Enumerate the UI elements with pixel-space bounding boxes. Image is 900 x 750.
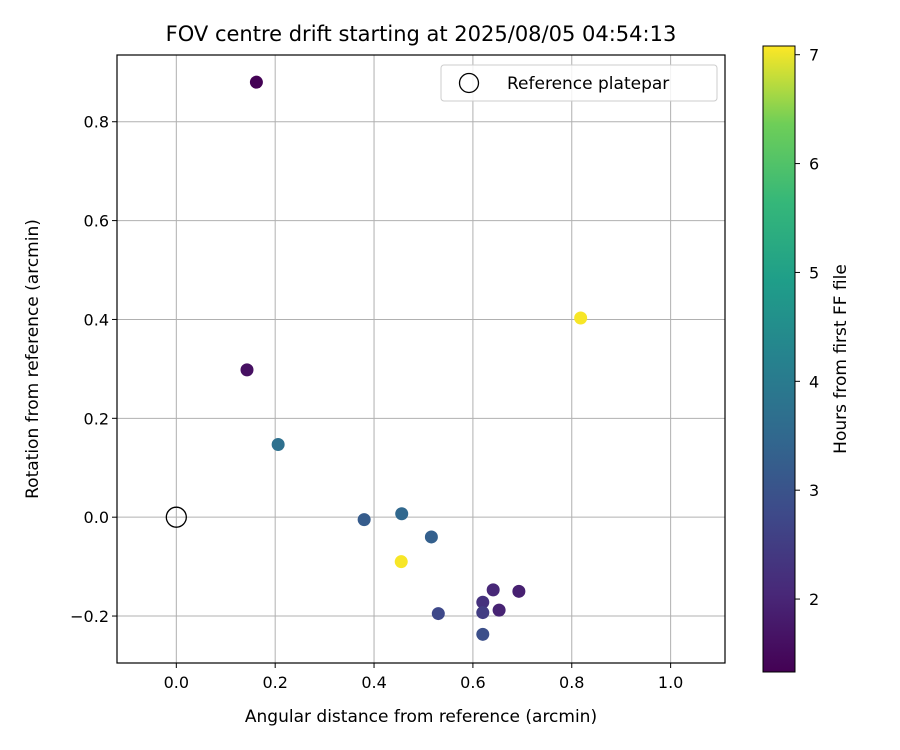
data-point [249, 75, 263, 89]
colorbar-gradient [762, 45, 796, 673]
colorbar-tick-label: 3 [809, 481, 819, 500]
x-axis-label: Angular distance from reference (arcmin) [245, 707, 597, 727]
x-tick-label: 0.2 [262, 673, 287, 692]
x-tick-label: 0.0 [164, 673, 189, 692]
x-tick-label: 0.8 [559, 673, 584, 692]
data-point [395, 507, 409, 521]
data-point [240, 363, 254, 377]
grid [117, 55, 725, 663]
data-point [574, 311, 588, 325]
legend-box [440, 64, 718, 102]
colorbar-tick-label: 2 [809, 590, 819, 609]
x-tick-label: 0.4 [361, 673, 386, 692]
plot-frame [116, 54, 726, 664]
data-point [476, 595, 490, 609]
colorbar-label: Hours from first FF file [831, 264, 851, 454]
y-tick-label: 0.6 [84, 212, 109, 231]
colorbar-tick-label: 4 [809, 372, 819, 391]
y-tick-label: 0.4 [84, 310, 109, 329]
data-point [512, 584, 526, 598]
data-point [476, 606, 490, 620]
data-points [240, 75, 588, 641]
colorbar-tick-label: 6 [809, 155, 819, 174]
data-point [476, 627, 490, 641]
reference-marker-group [165, 506, 187, 528]
data-point [424, 530, 438, 544]
y-axis-label: Rotation from reference (arcmin) [23, 219, 43, 499]
y-tick-label: −0.2 [70, 607, 109, 626]
colorbar: 2 3 4 5 6 7 Hours from first FF file [762, 45, 851, 673]
data-point [271, 438, 285, 452]
legend: Reference platepar [440, 64, 718, 102]
reference-marker [165, 506, 187, 528]
data-point [486, 583, 500, 597]
x-tick-label: 0.6 [460, 673, 485, 692]
data-point [431, 607, 445, 621]
x-tick-label: 1.0 [658, 673, 683, 692]
y-tick-label: 0.0 [84, 508, 109, 527]
y-tick-label: 0.8 [84, 113, 109, 132]
data-point [394, 555, 408, 569]
y-tick-label: 0.2 [84, 409, 109, 428]
colorbar-tick-label: 7 [809, 46, 819, 65]
data-point [357, 513, 371, 527]
colorbar-tick-label: 5 [809, 263, 819, 282]
chart-title: FOV centre drift starting at 2025/08/05 … [166, 22, 677, 46]
data-point [492, 603, 506, 617]
x-axis: 0.0 0.2 0.4 0.6 0.8 1.0 [164, 663, 683, 692]
colorbar-ticks: 2 3 4 5 6 7 [795, 46, 819, 609]
y-axis: −0.2 0.0 0.2 0.4 0.6 0.8 [70, 113, 117, 626]
legend-reference-icon [458, 72, 480, 94]
legend-entry-reference: Reference platepar [507, 74, 669, 94]
